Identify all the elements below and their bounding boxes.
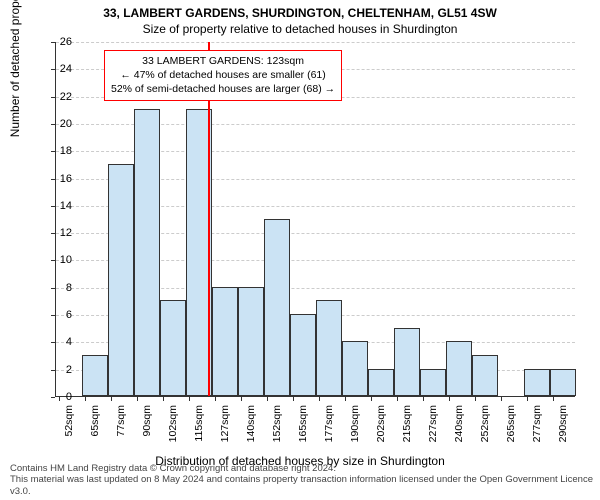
x-tick-mark (527, 397, 528, 401)
histogram-bar (316, 300, 342, 396)
x-tick-mark (319, 397, 320, 401)
y-tick-label: 24 (42, 63, 72, 75)
y-tick-mark (51, 124, 55, 125)
histogram-bar (264, 219, 290, 397)
y-tick-mark (51, 42, 55, 43)
grid-line (56, 42, 575, 43)
footer-line-1: Contains HM Land Registry data © Crown c… (10, 463, 600, 474)
x-tick-mark (163, 397, 164, 401)
x-tick-mark (189, 397, 190, 401)
x-tick-label: 127sqm (219, 405, 231, 449)
histogram-bar (524, 369, 550, 396)
x-tick-label: 165sqm (297, 405, 309, 449)
histogram-bar (212, 287, 238, 396)
x-tick-label: 215sqm (401, 405, 413, 449)
x-tick-mark (475, 397, 476, 401)
footer-attribution: Contains HM Land Registry data © Crown c… (10, 463, 600, 497)
y-tick-label: 12 (42, 227, 72, 239)
histogram-bar (82, 355, 108, 396)
y-tick-mark (51, 179, 55, 180)
y-axis-label: Number of detached properties (8, 0, 22, 137)
y-tick-label: 20 (42, 118, 72, 130)
x-tick-mark (59, 397, 60, 401)
x-tick-mark (371, 397, 372, 401)
histogram-bar (134, 109, 160, 396)
y-tick-mark (51, 315, 55, 316)
x-tick-mark (501, 397, 502, 401)
y-tick-mark (51, 260, 55, 261)
y-tick-label: 16 (42, 173, 72, 185)
y-tick-label: 6 (42, 309, 72, 321)
x-tick-mark (449, 397, 450, 401)
x-tick-label: 265sqm (505, 405, 517, 449)
x-tick-label: 152sqm (271, 405, 283, 449)
x-tick-label: 290sqm (557, 405, 569, 449)
y-tick-mark (51, 206, 55, 207)
histogram-bar (472, 355, 498, 396)
histogram-bar (550, 369, 576, 396)
x-tick-label: 140sqm (245, 405, 257, 449)
x-tick-mark (293, 397, 294, 401)
y-tick-mark (51, 151, 55, 152)
x-tick-label: 252sqm (479, 405, 491, 449)
y-tick-mark (51, 233, 55, 234)
y-tick-label: 8 (42, 282, 72, 294)
x-tick-label: 102sqm (167, 405, 179, 449)
histogram-bar (420, 369, 446, 396)
histogram-bar (368, 369, 394, 396)
y-tick-mark (51, 342, 55, 343)
y-tick-label: 4 (42, 336, 72, 348)
chart-container: 33, LAMBERT GARDENS, SHURDINGTON, CHELTE… (0, 0, 600, 500)
y-tick-label: 10 (42, 254, 72, 266)
x-tick-label: 77sqm (115, 405, 127, 449)
y-tick-label: 14 (42, 200, 72, 212)
x-tick-mark (267, 397, 268, 401)
chart-title-sub: Size of property relative to detached ho… (0, 20, 600, 36)
x-tick-mark (137, 397, 138, 401)
y-tick-label: 22 (42, 91, 72, 103)
histogram-bar (446, 341, 472, 396)
y-tick-label: 18 (42, 145, 72, 157)
x-tick-label: 240sqm (453, 405, 465, 449)
histogram-bar (290, 314, 316, 396)
x-tick-mark (111, 397, 112, 401)
x-tick-label: 177sqm (323, 405, 335, 449)
y-tick-label: 2 (42, 364, 72, 376)
x-tick-label: 202sqm (375, 405, 387, 449)
plot-area: 33 LAMBERT GARDENS: 123sqm← 47% of detac… (55, 42, 575, 397)
annotation-line: 33 LAMBERT GARDENS: 123sqm (111, 54, 335, 68)
histogram-bar (160, 300, 186, 396)
x-tick-label: 115sqm (193, 405, 205, 449)
footer-line-2: This material was last updated on 8 May … (10, 474, 600, 497)
x-tick-mark (85, 397, 86, 401)
histogram-bar (238, 287, 264, 396)
y-tick-mark (51, 397, 55, 398)
x-tick-mark (241, 397, 242, 401)
y-tick-label: 26 (42, 36, 72, 48)
y-tick-mark (51, 370, 55, 371)
x-tick-label: 52sqm (63, 405, 75, 449)
x-tick-label: 190sqm (349, 405, 361, 449)
histogram-bar (108, 164, 134, 396)
y-tick-mark (51, 69, 55, 70)
y-tick-mark (51, 288, 55, 289)
x-tick-mark (397, 397, 398, 401)
x-tick-mark (215, 397, 216, 401)
x-tick-label: 277sqm (531, 405, 543, 449)
y-tick-mark (51, 97, 55, 98)
annotation-line: 52% of semi-detached houses are larger (… (111, 82, 335, 96)
annotation-box: 33 LAMBERT GARDENS: 123sqm← 47% of detac… (104, 50, 342, 101)
chart-title-main: 33, LAMBERT GARDENS, SHURDINGTON, CHELTE… (0, 0, 600, 20)
x-tick-label: 90sqm (141, 405, 153, 449)
histogram-bar (342, 341, 368, 396)
x-tick-label: 65sqm (89, 405, 101, 449)
histogram-bar (394, 328, 420, 396)
x-tick-mark (345, 397, 346, 401)
y-tick-label: 0 (42, 391, 72, 403)
x-tick-label: 227sqm (427, 405, 439, 449)
x-tick-mark (553, 397, 554, 401)
x-tick-mark (423, 397, 424, 401)
annotation-line: ← 47% of detached houses are smaller (61… (111, 68, 335, 82)
